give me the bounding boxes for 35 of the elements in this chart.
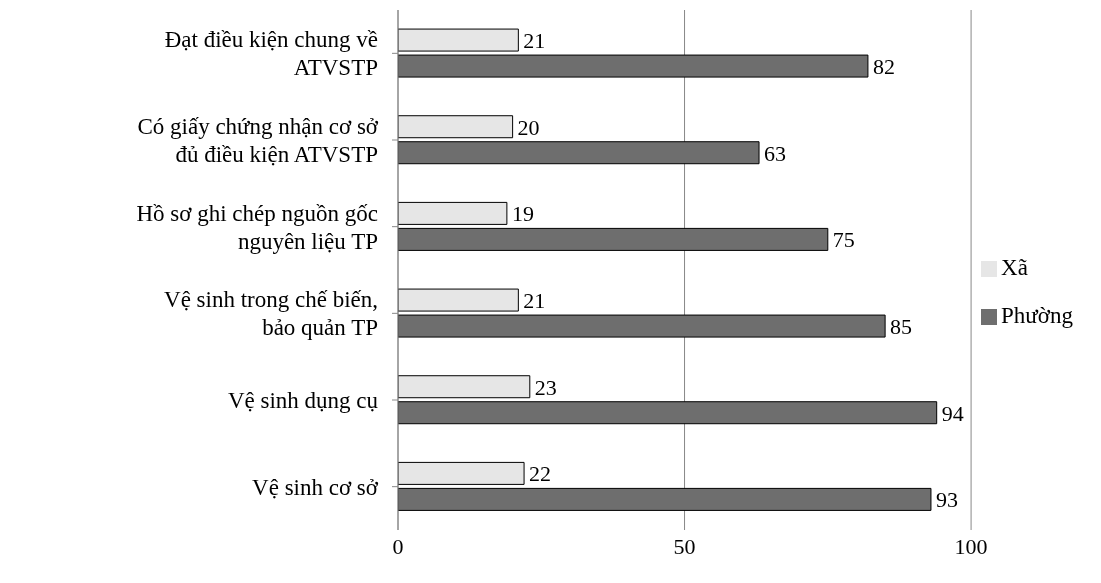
y-tick-label: Đạt điều kiện chung về ATVSTP: [164, 27, 378, 81]
y-tick-label: Vệ sinh cơ sở: [252, 474, 379, 500]
data-label: 94: [941, 400, 964, 426]
data-label: 75: [832, 227, 855, 253]
bar: [398, 288, 519, 312]
data-label: 19: [511, 201, 534, 227]
bar: [398, 375, 531, 399]
bar: [398, 487, 932, 511]
bar: [398, 461, 525, 485]
x-tick-label: 50: [673, 533, 696, 559]
x-tick-label: 100: [954, 533, 988, 559]
data-label: 63: [764, 140, 787, 166]
data-label: 21: [523, 287, 546, 313]
data-label: 82: [872, 53, 895, 79]
y-tick-label: Vệ sinh trong chế biến, bảo quản TP: [164, 287, 378, 341]
bar: [398, 141, 760, 165]
bar: [398, 314, 886, 338]
y-tick-label: Có giấy chứng nhận cơ sở đủ điều kiện ATVSTP: [137, 114, 379, 167]
legend-label: Xã: [1001, 254, 1028, 280]
bar: [398, 115, 514, 139]
data-label: 23: [534, 374, 557, 400]
data-label: 20: [517, 114, 540, 140]
data-label: 22: [529, 461, 552, 487]
bar: [398, 227, 829, 251]
data-label: 85: [890, 313, 913, 339]
bar: [398, 401, 938, 425]
bar: [398, 28, 519, 52]
data-label: 21: [523, 27, 546, 53]
bar: [398, 54, 869, 78]
legend-label: Phường: [1001, 302, 1073, 328]
bar: [398, 201, 508, 225]
y-tick-label: Vệ sinh dụng cụ: [227, 388, 379, 413]
x-tick-label: 0: [392, 533, 404, 559]
y-tick-label: Hồ sơ ghi chép nguồn gốc nguyên liệu TP: [136, 200, 378, 254]
data-label: 93: [935, 487, 958, 513]
